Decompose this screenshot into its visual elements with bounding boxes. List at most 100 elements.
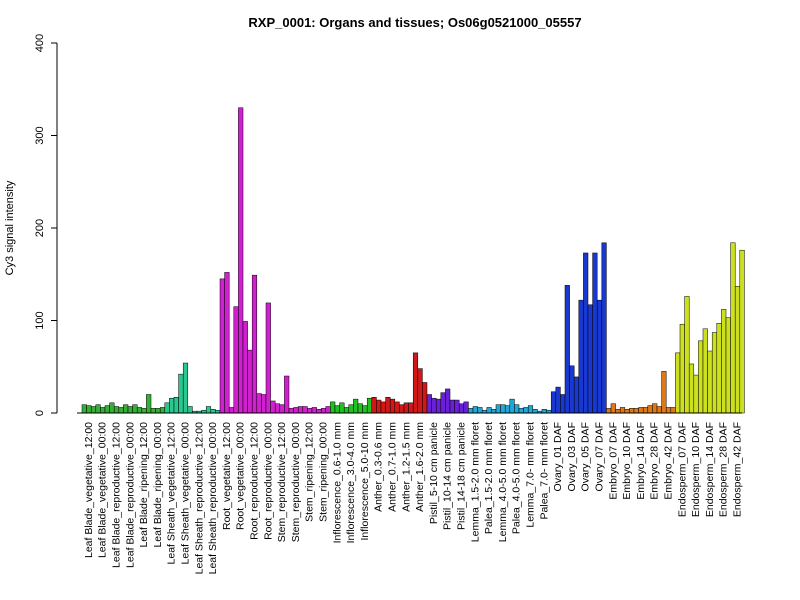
bar — [693, 374, 699, 414]
bar — [316, 409, 322, 414]
bar — [573, 376, 580, 414]
bar — [330, 401, 336, 414]
bar — [509, 398, 515, 414]
bar — [642, 407, 649, 414]
bar — [178, 373, 184, 414]
bar — [311, 407, 317, 414]
bar — [279, 404, 285, 414]
bar — [734, 286, 741, 414]
x-tick-label: Embryo_14 DAF — [635, 422, 647, 500]
bar — [560, 394, 566, 414]
bar — [541, 409, 547, 414]
bar — [320, 408, 327, 414]
bar — [118, 407, 124, 414]
x-tick-label: Anther_1.2-1.5 mm — [400, 422, 412, 512]
bar — [141, 408, 147, 414]
chart-title: RXP_0001: Organs and tissues; Os06g05210… — [248, 15, 581, 30]
bar — [242, 321, 248, 414]
bar — [261, 394, 267, 414]
bar — [578, 299, 584, 414]
bar — [95, 404, 101, 414]
x-tick-label: Inflorescence_3.0-4.0 mm — [345, 422, 357, 544]
bar — [169, 397, 175, 414]
x-tick-label: Leaf Sheath_reproductive_00:00 — [207, 422, 219, 575]
bar — [711, 332, 718, 414]
bar — [127, 406, 133, 414]
bar — [380, 401, 386, 414]
x-tick-label: Palea_4.0-5.0 mm floret — [511, 422, 523, 534]
bar — [302, 406, 308, 414]
bar — [463, 401, 469, 414]
bar — [357, 403, 363, 414]
bar — [146, 394, 152, 414]
x-tick-label: Anther_0.7-1.0 mm — [387, 422, 399, 512]
bar — [274, 403, 281, 414]
y-tick-label: 0 — [34, 410, 46, 416]
bar — [417, 368, 423, 414]
bar — [86, 405, 92, 414]
bar — [707, 350, 713, 414]
bar — [629, 408, 635, 414]
bar — [624, 409, 630, 414]
bar — [500, 404, 506, 414]
bar — [100, 407, 106, 414]
bar — [569, 365, 575, 414]
bar — [656, 406, 662, 414]
bar — [394, 401, 400, 414]
x-tick-label: Root_reproductive_00:00 — [262, 422, 274, 540]
x-tick-label: Inflorescence_0.6-1.0 mm — [331, 422, 343, 544]
x-tick-label: Pistil_14-18 cm panicle — [456, 422, 468, 530]
x-tick-label: Endosperm_14 DAF — [704, 422, 716, 517]
x-tick-label: Palea_1.5-2.0 mm floret — [483, 422, 495, 534]
bar — [366, 397, 373, 414]
bar — [652, 403, 658, 414]
bar — [307, 408, 313, 414]
bar — [403, 402, 409, 414]
x-tick-label: Lemma_1.5-2.0 mm floret — [469, 422, 481, 542]
x-tick-label: Embryo_10 DAF — [621, 422, 633, 500]
bar — [592, 252, 598, 414]
bar — [647, 405, 653, 414]
x-tick-label: Leaf Sheath_reproductive_12:00 — [193, 422, 205, 575]
x-tick-label: Pistil_10-14 cm panicle — [442, 422, 454, 530]
x-tick-label: Anther_0.3-0.6 mm — [373, 422, 385, 512]
bar — [159, 407, 166, 414]
bar — [550, 391, 557, 414]
bar — [81, 404, 87, 414]
bar — [504, 405, 511, 414]
x-tick-label: Root_reproductive_12:00 — [249, 422, 261, 540]
x-tick-label: Stem_reproductive_12:00 — [276, 422, 288, 542]
x-tick-label: Stem_ripening_12:00 — [304, 422, 316, 522]
bar — [555, 386, 561, 414]
bar — [408, 402, 414, 414]
bar — [426, 394, 432, 414]
y-axis: 0 100 200 300 400 — [34, 34, 58, 416]
bar — [661, 371, 667, 414]
bar — [472, 406, 478, 414]
x-tick-label: Ovary_05 DAF — [580, 422, 592, 491]
x-tick-label: Embryo_28 DAF — [649, 422, 661, 500]
bar — [247, 349, 253, 414]
bar — [532, 409, 538, 414]
bar — [376, 399, 382, 414]
bar — [293, 407, 299, 414]
bar — [265, 302, 271, 414]
bar — [412, 352, 419, 414]
bar — [670, 407, 676, 414]
bar — [615, 409, 621, 414]
bar — [633, 408, 639, 414]
x-tick-label: Leaf Blade_vegetative_00:00 — [97, 422, 109, 558]
bar — [109, 402, 115, 414]
bar — [527, 405, 534, 414]
x-tick-label: Leaf Sheath_vegetative_00:00 — [180, 422, 192, 565]
x-tick-label: Pistil_5-10 cm panicle — [428, 422, 440, 524]
x-tick-label: Leaf Blade_reproductive_00:00 — [124, 422, 136, 568]
bar — [210, 409, 216, 414]
bar — [422, 382, 428, 414]
bar — [730, 242, 736, 414]
x-tick-label: Embryo_42 DAF — [663, 422, 675, 500]
bar — [371, 397, 377, 414]
y-tick-label: 400 — [34, 34, 46, 52]
y-tick-label: 300 — [34, 126, 46, 144]
bar — [362, 405, 368, 414]
